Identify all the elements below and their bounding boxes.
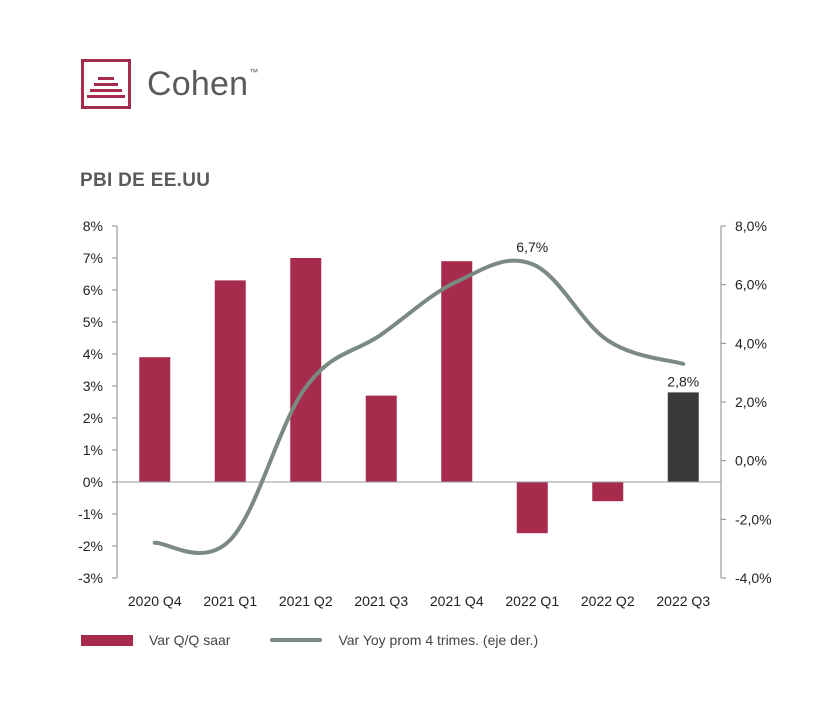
left-axis-tick-label: 0% <box>83 474 103 490</box>
right-axis-tick-label: -4,0% <box>735 570 772 586</box>
line-path <box>152 258 686 555</box>
bar <box>667 392 699 482</box>
right-axis: 8,0% 6,0% 4,0% 2,0% 0,0% -2,0% -4,0% <box>720 218 772 586</box>
right-axis-tick-label: 4,0% <box>735 335 767 351</box>
brand-logo: Cohen ™ <box>81 56 258 112</box>
right-axis-tick-label: 6,0% <box>735 277 767 293</box>
x-axis-tick-label: 2020 Q4 <box>128 593 182 609</box>
legend-bar-label: Var Q/Q saar <box>149 632 231 648</box>
legend: Var Q/Q saar Var Yoy prom 4 trimes. (eje… <box>81 632 578 648</box>
left-axis-tick-label: 3% <box>83 378 103 394</box>
bar <box>290 258 322 482</box>
data-label: 2,8% <box>667 373 699 389</box>
annotations: 6,7% 2,8% <box>516 239 699 389</box>
legend-item-line: Var Yoy prom 4 trimes. (eje der.) <box>270 632 538 648</box>
bar <box>139 357 171 482</box>
logo-trademark: ™ <box>249 67 259 77</box>
data-label: 6,7% <box>516 239 548 255</box>
left-axis-tick-label: -1% <box>78 506 103 522</box>
left-axis-tick-label: 7% <box>83 250 103 266</box>
left-axis-tick-label: 1% <box>83 442 103 458</box>
left-axis-tick-label: 8% <box>83 218 103 234</box>
bar-series <box>139 258 699 534</box>
legend-line-swatch <box>270 638 323 642</box>
logo-text: Cohen <box>147 64 249 103</box>
legend-bar-swatch <box>81 634 133 646</box>
right-axis-tick-label: 2,0% <box>735 394 767 410</box>
logo-mark-icon <box>81 59 131 109</box>
legend-item-bar: Var Q/Q saar <box>81 632 230 648</box>
bar <box>365 395 397 482</box>
x-axis-tick-label: 2022 Q3 <box>656 593 710 609</box>
x-axis-tick-label: 2021 Q4 <box>430 593 484 609</box>
x-axis-tick-label: 2022 Q2 <box>581 593 635 609</box>
x-axis-tick-label: 2022 Q1 <box>505 593 559 609</box>
left-axis-tick-label: 5% <box>83 314 103 330</box>
x-axis-labels: 2020 Q4 2021 Q1 2021 Q2 2021 Q3 2021 Q4 2022 … <box>128 593 710 609</box>
bar <box>516 482 548 534</box>
left-axis-tick-label: -2% <box>78 538 103 554</box>
chart-title: PBI DE EE.UU <box>80 170 211 191</box>
bar <box>214 280 246 482</box>
x-axis-tick-label: 2021 Q3 <box>354 593 408 609</box>
right-axis-tick-label: -2,0% <box>735 511 772 527</box>
left-axis-tick-label: 6% <box>83 282 103 298</box>
left-axis-tick-label: 2% <box>83 410 103 426</box>
legend-line-label: Var Yoy prom 4 trimes. (eje der.) <box>338 632 539 648</box>
x-axis-tick-label: 2021 Q1 <box>203 593 257 609</box>
left-axis: 8% 7% 6% 5% 4% 3% 2% 1% 0% -1% -2% -3% <box>78 218 118 586</box>
bar <box>592 482 624 502</box>
left-axis-tick-label: 4% <box>83 346 103 362</box>
bar <box>441 261 473 482</box>
left-axis-tick-label: -3% <box>78 570 103 586</box>
right-axis-tick-label: 0,0% <box>735 453 767 469</box>
line-series <box>152 258 686 555</box>
right-axis-tick-label: 8,0% <box>735 218 767 234</box>
x-axis-tick-label: 2021 Q2 <box>279 593 333 609</box>
